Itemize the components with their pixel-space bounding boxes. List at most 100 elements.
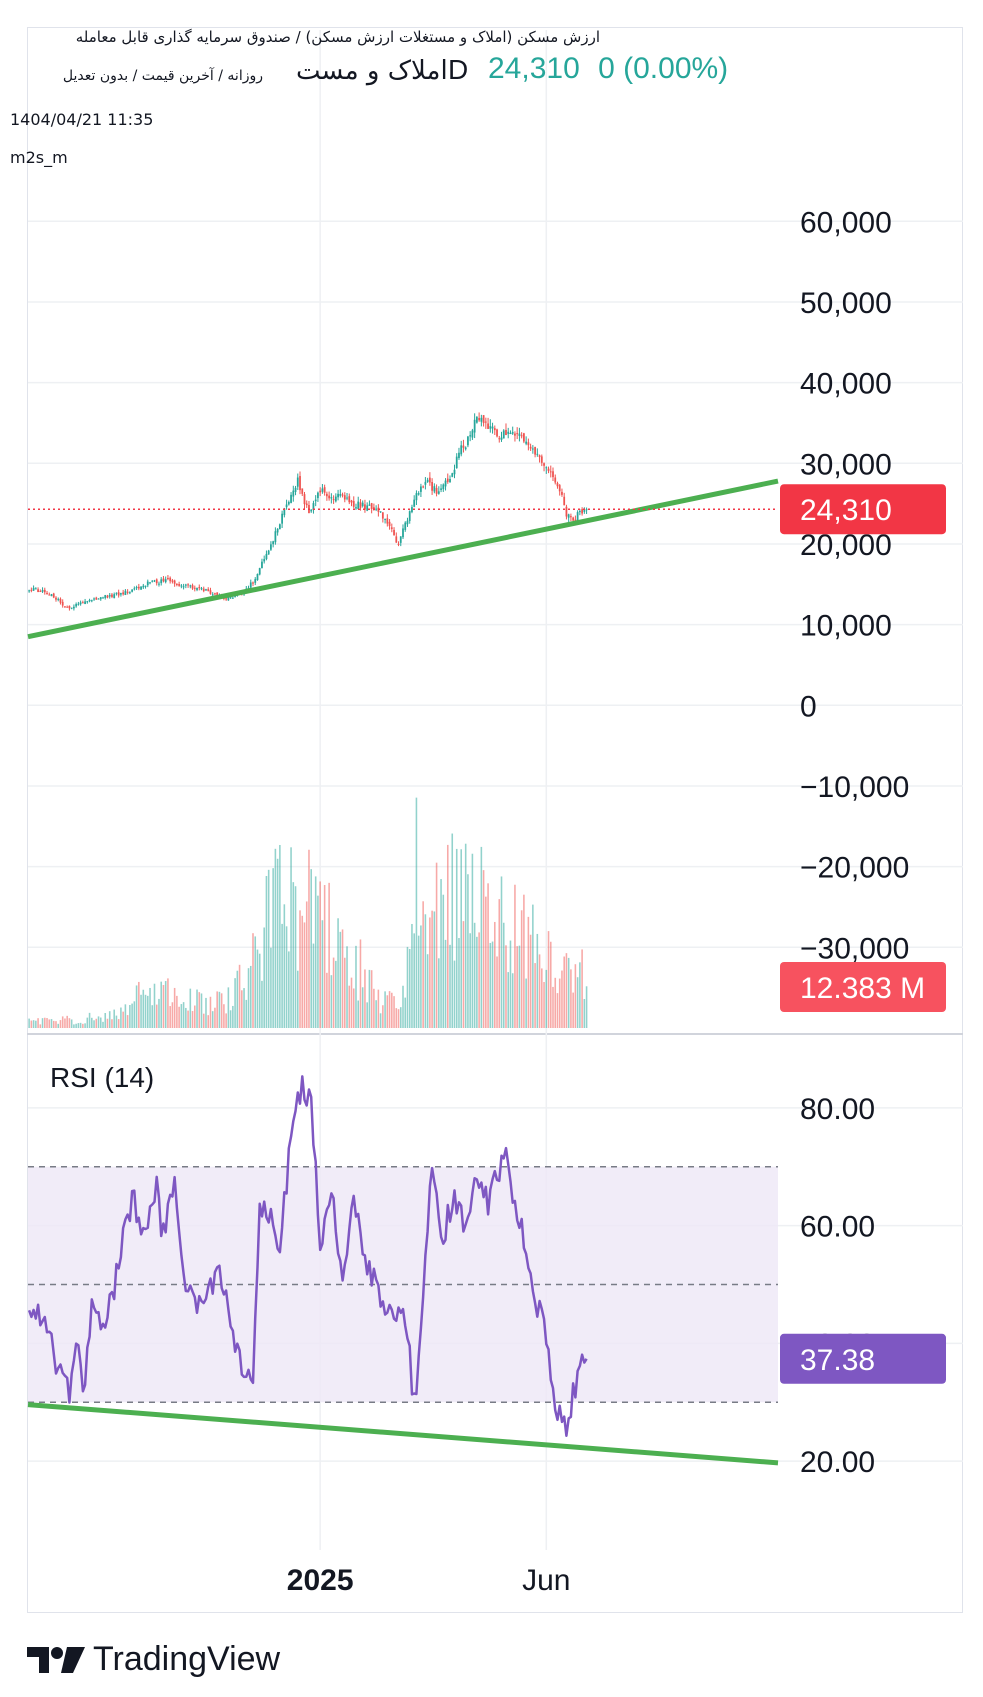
volume-bar (182, 1002, 185, 1028)
volume-bar (55, 1021, 57, 1028)
volume-bar (46, 1018, 48, 1028)
candle-body (437, 491, 440, 494)
volume-bar (424, 914, 427, 1028)
volume-bar (346, 946, 348, 1028)
candle-body (283, 508, 286, 516)
volume-bar (420, 925, 422, 1028)
volume-bar (305, 901, 308, 1028)
volume-bar (86, 1017, 89, 1028)
volume-bar (471, 853, 474, 1028)
volume-bar (563, 956, 565, 1028)
volume-bar (433, 911, 436, 1028)
candle-body (458, 452, 460, 459)
rsi-axis-label: 60.00 (800, 1211, 875, 1244)
candle-body (507, 431, 510, 434)
rsi-tag: 37.38 (800, 1344, 875, 1377)
candle-body (93, 598, 95, 600)
volume-bar (270, 947, 272, 1028)
candle-body (155, 579, 158, 584)
candle-body (332, 499, 335, 501)
volume-bar (373, 988, 375, 1028)
candle-body (104, 595, 107, 599)
volume-bar (355, 945, 357, 1028)
volume-bar (321, 920, 324, 1028)
volume-bar (39, 1024, 42, 1028)
volume-bar (202, 1013, 205, 1028)
volume-bar (505, 945, 507, 1028)
candle-body (59, 598, 62, 603)
candle-body (305, 503, 308, 506)
volume-bar (516, 946, 518, 1028)
candle-body (142, 585, 145, 588)
volume-bar (319, 881, 321, 1028)
candle-body (453, 469, 456, 475)
candle-body (348, 496, 351, 503)
price-tag: 24,310 (800, 494, 892, 527)
candle-body (411, 507, 413, 513)
candle-body (196, 587, 198, 590)
candle-body (113, 594, 116, 598)
candle-body (225, 598, 228, 600)
volume-bar (77, 1023, 80, 1028)
candle-body (276, 528, 279, 533)
volume-bar (583, 998, 586, 1028)
candle-body (581, 509, 583, 514)
volume-bar (422, 901, 424, 1028)
candle-body (514, 433, 516, 436)
candle-body (352, 501, 355, 507)
candle-body (341, 494, 344, 496)
candle-body (229, 597, 232, 599)
candle-body (55, 597, 57, 600)
volume-bar (106, 1018, 109, 1028)
candle-body (554, 477, 557, 483)
volume-bar (453, 960, 456, 1028)
volume-bar (440, 879, 442, 1028)
candle-body (73, 606, 75, 609)
chart-frame (27, 27, 963, 1613)
volume-bar (368, 969, 371, 1028)
volume-bar (288, 951, 290, 1028)
volume-bar (256, 949, 259, 1028)
candle-body (184, 584, 187, 586)
candle-body (303, 494, 306, 505)
price-axis-label: −10,000 (800, 771, 909, 804)
price-axis-label: 20,000 (800, 529, 892, 562)
candle-body (173, 580, 176, 584)
volume-bar (532, 904, 534, 1028)
candle-body (292, 490, 295, 497)
volume-bar (59, 1020, 62, 1028)
volume-bar (565, 953, 568, 1028)
candle-body (274, 531, 277, 543)
volume-bar (48, 1019, 51, 1028)
volume-bar (176, 995, 178, 1028)
volume-bar (469, 933, 471, 1028)
price-axis-label: 10,000 (800, 610, 892, 643)
volume-bar (164, 981, 167, 1028)
candle-body (543, 463, 545, 466)
candle-body (290, 494, 292, 503)
volume-bar (518, 945, 521, 1028)
candle-body (272, 541, 275, 545)
rsi-support-trendline (27, 1402, 779, 1466)
candle-body (478, 417, 481, 421)
volume-bar (142, 989, 145, 1028)
tradingview-brand: TradingView (93, 1640, 281, 1678)
volume-bar (138, 981, 140, 1028)
candle-body (198, 586, 201, 589)
candle-body (491, 426, 494, 429)
candle-body (451, 473, 454, 477)
candle-body (583, 509, 586, 512)
volume-bar (185, 1007, 187, 1028)
volume-bar (308, 849, 310, 1028)
candle-body (131, 589, 133, 592)
candle-body (386, 518, 389, 524)
candle-body (28, 590, 31, 592)
volume-bar (384, 991, 386, 1028)
volume-bar (75, 1023, 77, 1028)
volume-bar (115, 1015, 118, 1028)
volume-bar (547, 931, 550, 1028)
candle-body (234, 596, 236, 598)
volume-bar (232, 1005, 234, 1028)
volume-bar (28, 1018, 30, 1028)
